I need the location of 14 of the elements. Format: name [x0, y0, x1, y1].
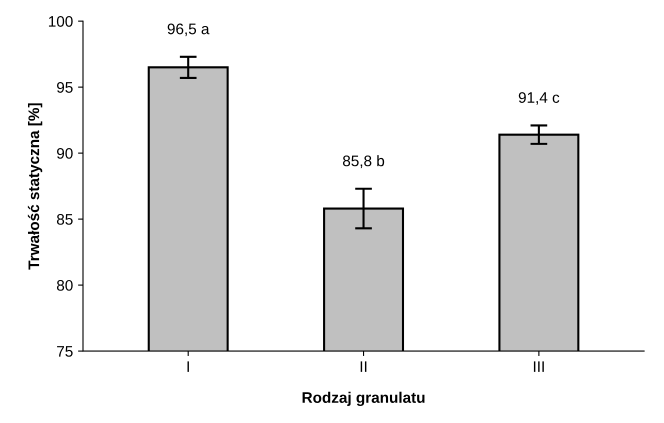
y-axis-title: Trwałość statyczna [%] — [28, 103, 42, 270]
x-tick-label: III — [534, 361, 544, 372]
y-tick-label: 85 — [56, 214, 73, 225]
y-tick-label: 90 — [57, 148, 73, 159]
x-tick-label: II — [360, 361, 366, 372]
data-label: 91,4 c — [518, 92, 560, 105]
y-tick-label: 100 — [48, 16, 73, 27]
y-tick-label: 95 — [57, 82, 73, 93]
y-tick-label: 80 — [56, 280, 73, 291]
x-tick-label: I — [187, 361, 189, 372]
data-label: 96,5 a — [168, 24, 210, 36]
data-label: 85,8 b — [342, 155, 384, 168]
y-tick-label: 75 — [57, 346, 73, 357]
x-axis-title: Rodzaj granulatu — [302, 392, 424, 406]
